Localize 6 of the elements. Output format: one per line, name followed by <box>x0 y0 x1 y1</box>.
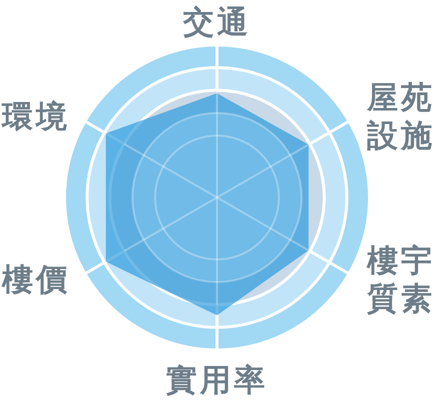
category-label: 實用率 <box>166 362 268 398</box>
category-label: 環境 <box>2 99 70 134</box>
category-label: 交通 <box>183 4 251 40</box>
category-label: 樓宇質素 <box>367 243 436 316</box>
category-label: 屋苑設施 <box>367 80 436 154</box>
category-label: 樓價 <box>2 262 70 298</box>
